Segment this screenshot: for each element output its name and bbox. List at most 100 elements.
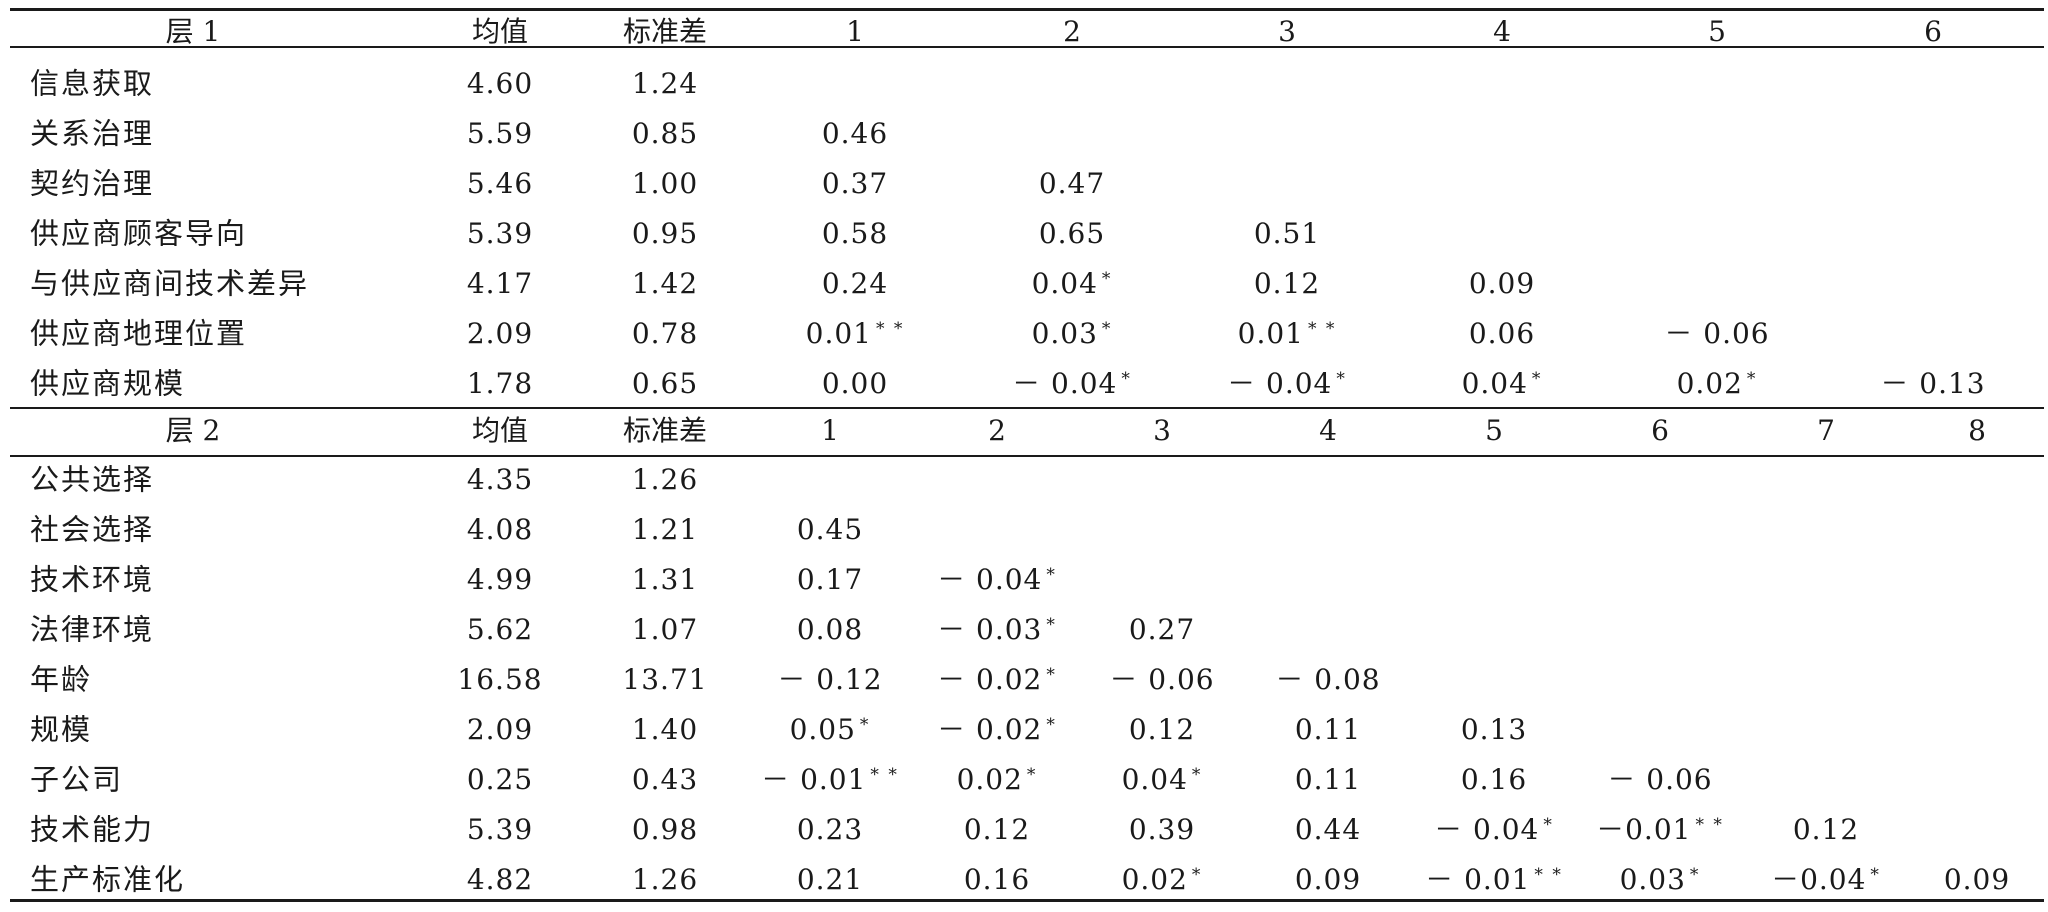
significance-marker: *: [1046, 565, 1057, 585]
layer2-table-cell: 0.13: [1460, 713, 1528, 746]
top-rule: [10, 8, 2044, 11]
layer1-table-cell: 1.42: [631, 267, 699, 300]
layer2-table-cell: 0.09: [1943, 863, 2011, 896]
layer2-table-cell: 4.82: [466, 863, 534, 896]
layer2-table-cell: － 0.03 *: [937, 613, 1057, 646]
layer2-table-cell: 5.62: [466, 613, 534, 646]
layer2-row-label: 社会选择: [30, 512, 155, 547]
layer1-table-cell: 0.95: [631, 217, 699, 250]
layer2-table-cell: 0.27: [1128, 613, 1196, 646]
layer1-header-cell: 3: [1278, 15, 1296, 48]
layer1-header-cell: 5: [1708, 15, 1726, 48]
layer1-table-cell: － 0.04 *: [1012, 367, 1132, 400]
layer1-table-cell: 0.47: [1038, 167, 1106, 200]
layer2-row-label: 法律环境: [30, 612, 155, 647]
layer1-header-cell: 均值: [471, 15, 529, 48]
layer2-table-cell: 2.09: [466, 713, 534, 746]
layer2-table-cell: 0.02 *: [956, 763, 1038, 796]
layer1-row-label: 关系治理: [30, 116, 155, 151]
layer2-table-cell: 16.58: [457, 663, 543, 696]
layer1-table-cell: 1.24: [631, 67, 699, 100]
layer2-table-cell: － 0.04 *: [1434, 813, 1554, 846]
layer2-table-cell: 1.26: [631, 463, 699, 496]
significance-marker: *: [859, 715, 871, 735]
layer2-table-cell: 0.98: [631, 813, 699, 846]
layer2-table-cell: 5.39: [466, 813, 534, 846]
layer1-table-cell: 0.58: [821, 217, 889, 250]
layer2-header-cell: 均值: [471, 414, 529, 447]
layer2-table-cell: 0.16: [963, 863, 1031, 896]
layer2-header-cell: 7: [1817, 414, 1835, 447]
layer1-header-cell: 4: [1493, 15, 1511, 48]
layer1-table-cell: 0.51: [1253, 217, 1321, 250]
significance-marker: *: [1046, 615, 1057, 635]
significance-marker: *: [1336, 369, 1347, 389]
layer2-table-cell: － 0.08: [1275, 663, 1381, 696]
layer2-table-cell: － 0.02 *: [937, 713, 1057, 746]
layer2-table-cell: 4.99: [466, 563, 534, 596]
layer1-table-cell: － 0.06: [1664, 317, 1770, 350]
layer1-table-cell: 5.59: [466, 117, 534, 150]
layer1-table-cell: － 0.04 *: [1227, 367, 1347, 400]
layer2-table-cell: 0.09: [1294, 863, 1362, 896]
layer2-table-cell: －0.01 * *: [1596, 813, 1724, 846]
significance-marker: *: [1689, 865, 1701, 885]
layer1-header-cell: 2: [1063, 15, 1081, 48]
layer2-table-cell: 0.02 *: [1121, 863, 1203, 896]
layer1-header-cell: 6: [1924, 15, 1942, 48]
layer2-table-cell: 1.40: [631, 713, 699, 746]
significance-marker: *: [1101, 319, 1113, 339]
layer1-header-rule: [10, 46, 2044, 48]
layer2-header-cell: 6: [1651, 414, 1669, 447]
layer2-table-cell: 0.11: [1294, 713, 1362, 746]
bottom-rule: [10, 899, 2044, 902]
layer1-table-cell: 0.85: [631, 117, 699, 150]
layer1-table-cell: 0.01 * *: [805, 317, 905, 350]
layer1-table-cell: 0.12: [1253, 267, 1321, 300]
layer2-table-cell: 4.08: [466, 513, 534, 546]
layer2-row-label: 技术能力: [30, 812, 155, 847]
significance-marker: * *: [875, 319, 905, 339]
layer2-table-cell: 0.05 *: [789, 713, 871, 746]
layer2-header-cell: 层 2: [165, 414, 221, 447]
layer1-table-cell: 0.65: [631, 367, 699, 400]
layer2-table-cell: 0.45: [796, 513, 864, 546]
layer1-table-cell: 0.01 * *: [1237, 317, 1337, 350]
layer1-table-cell: 0.04 *: [1461, 367, 1543, 400]
layer2-table-cell: 1.26: [631, 863, 699, 896]
layer2-table-cell: 1.07: [631, 613, 699, 646]
layer1-table-cell: 0.37: [821, 167, 889, 200]
layer2-table-cell: 0.25: [466, 763, 534, 796]
layer1-table-cell: 0.46: [821, 117, 889, 150]
layer2-table-cell: 0.39: [1128, 813, 1196, 846]
significance-marker: * *: [1534, 865, 1563, 885]
layer1-table-cell: 4.60: [466, 67, 534, 100]
layer1-table-cell: 0.00: [821, 367, 889, 400]
significance-marker: * *: [1695, 815, 1724, 835]
layer2-header-rule: [10, 455, 2044, 457]
significance-marker: *: [1191, 765, 1203, 785]
layer2-table-cell: 0.04 *: [1121, 763, 1203, 796]
layer1-table-cell: 0.65: [1038, 217, 1106, 250]
layer1-row-label: 契约治理: [30, 166, 155, 201]
significance-marker: *: [1046, 715, 1057, 735]
significance-marker: *: [1870, 865, 1881, 885]
layer2-header-cell: 标准差: [622, 414, 708, 447]
layer2-header-cell: 2: [988, 414, 1006, 447]
layer2-table-cell: 0.12: [963, 813, 1031, 846]
layer2-table-cell: 0.16: [1460, 763, 1528, 796]
significance-marker: *: [1046, 665, 1057, 685]
layer2-header-cell: 8: [1968, 414, 1986, 447]
layer2-header-cell: 4: [1319, 414, 1337, 447]
layer2-table-cell: 13.71: [622, 663, 708, 696]
layer1-header-cell: 标准差: [622, 15, 708, 48]
layer2-table-cell: － 0.06: [1109, 663, 1215, 696]
layer1-row-label: 供应商地理位置: [30, 316, 248, 351]
layer2-header-cell: 3: [1153, 414, 1171, 447]
significance-marker: *: [1026, 765, 1038, 785]
layer2-table-cell: － 0.04 *: [937, 563, 1057, 596]
layer1-table-cell: 0.02 *: [1676, 367, 1758, 400]
layer2-table-cell: 0.43: [631, 763, 699, 796]
layer2-row-label: 技术环境: [30, 562, 155, 597]
